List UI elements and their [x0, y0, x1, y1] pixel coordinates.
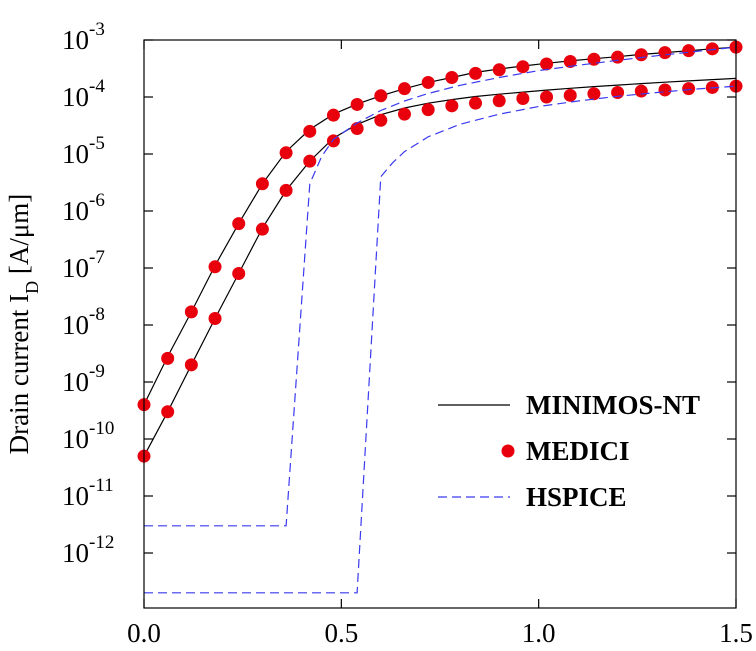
- medici-point: [445, 70, 459, 84]
- legend-label-hspice: HSPICE: [526, 482, 627, 512]
- y-axis: 10-3 10-4 10-5 10-6 10-7 10-8 10-9 10-10 10-11 10…: [62, 19, 736, 568]
- hspice-curve-2: [144, 85, 737, 594]
- hspice-curve-1: [144, 46, 737, 527]
- legend-label-medici: MEDICI: [526, 436, 630, 466]
- medici-point: [279, 146, 293, 160]
- medici-point: [208, 260, 222, 274]
- medici-point: [161, 405, 175, 419]
- medici-point: [184, 358, 198, 372]
- medici-point: [492, 94, 506, 108]
- x-axis: 0.0 0.5 1.0 1.5: [127, 40, 753, 648]
- medici-point: [279, 183, 293, 197]
- medici-point: [492, 63, 506, 77]
- medici-point: [634, 48, 648, 62]
- medici-point: [374, 113, 388, 127]
- y-tick-label: 10-9: [62, 361, 105, 397]
- medici-point: [516, 60, 530, 74]
- medici-point: [658, 83, 672, 97]
- legend: MINIMOS-NT MEDICI HSPICE: [438, 390, 700, 512]
- medici-point: [540, 57, 554, 71]
- medici-point: [540, 90, 554, 104]
- y-tick-label: 10-3: [62, 19, 105, 55]
- medici-point: [516, 92, 530, 106]
- y-tick-label: 10-7: [62, 247, 105, 283]
- medici-point: [255, 177, 269, 191]
- medici-point: [634, 84, 648, 98]
- medici-point: [303, 124, 317, 138]
- medici-point: [682, 44, 696, 58]
- x-tick-label: 0.0: [127, 618, 161, 648]
- medici-point: [397, 107, 411, 121]
- medici-point: [421, 103, 435, 117]
- medici-point: [445, 99, 459, 113]
- y-axis-label-prefix: Drain current I: [4, 294, 34, 454]
- y-axis-label-suffix: [A/μm]: [4, 194, 34, 281]
- medici-point: [326, 108, 340, 122]
- y-tick-label: 10-11: [62, 475, 114, 511]
- medici-point: [184, 305, 198, 319]
- medici-point: [232, 267, 246, 281]
- y-tick-label: 10-6: [62, 190, 105, 226]
- medici-point: [682, 82, 696, 96]
- medici-point: [255, 222, 269, 236]
- medici-point: [563, 54, 577, 68]
- x-tick-label: 1.5: [719, 618, 753, 648]
- legend-marker-medici: [501, 444, 515, 458]
- medici-point: [563, 88, 577, 102]
- medici-point: [658, 46, 672, 60]
- legend-label-minimos-nt: MINIMOS-NT: [526, 390, 700, 420]
- medici-point: [587, 87, 601, 101]
- x-tick-label: 0.5: [324, 618, 358, 648]
- plot-frame: [143, 39, 737, 609]
- medici-point: [469, 66, 483, 80]
- y-tick-label: 10-4: [62, 76, 105, 112]
- y-tick-label: 10-8: [62, 304, 105, 340]
- medici-point: [421, 75, 435, 89]
- x-tick-label: 1.0: [522, 618, 556, 648]
- medici-point: [397, 82, 411, 96]
- medici-point: [350, 97, 364, 111]
- medici-point: [350, 122, 364, 136]
- y-tick-label: 10-5: [62, 133, 105, 169]
- medici-point: [374, 89, 388, 103]
- medici-point: [232, 217, 246, 231]
- minimos-nt-curve-2: [143, 77, 737, 457]
- y-tick-label: 10-12: [62, 532, 114, 568]
- medici-point: [611, 50, 625, 64]
- medici-point: [208, 312, 222, 326]
- y-axis-label: Drain current ID [A/μm]: [4, 194, 42, 455]
- medici-point: [303, 154, 317, 168]
- medici-point: [469, 96, 483, 110]
- medici-point: [161, 351, 175, 365]
- plot-content: [137, 40, 743, 594]
- y-axis-label-subscript: D: [22, 281, 42, 294]
- y-tick-label: 10-10: [62, 418, 114, 454]
- medici-point: [705, 42, 719, 56]
